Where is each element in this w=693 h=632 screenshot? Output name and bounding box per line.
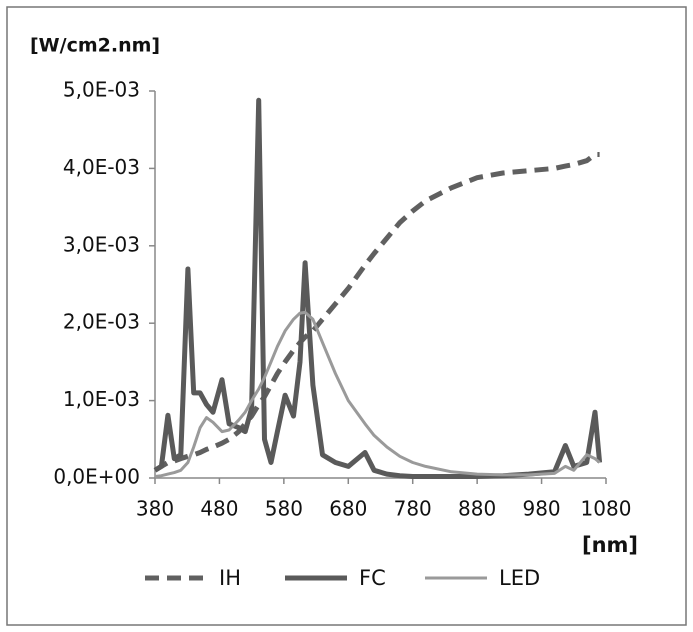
- x-tick-label: 780: [394, 497, 432, 521]
- legend-label: IH: [219, 566, 241, 590]
- x-axis-label: [nm]: [582, 533, 638, 557]
- x-tick-label: 380: [136, 497, 174, 521]
- x-tick-label: 480: [200, 497, 238, 521]
- y-tick-label: 4,0E-03: [63, 155, 140, 179]
- y-tick-label: 0,0E+00: [53, 465, 140, 489]
- x-tick-label: 1080: [581, 497, 632, 521]
- x-tick-label: 880: [458, 497, 496, 521]
- y-tick-label: 3,0E-03: [63, 232, 140, 256]
- series-line: [154, 310, 601, 478]
- y-axis-label: [W/cm2.nm]: [30, 35, 160, 57]
- x-tick-label: 680: [329, 497, 367, 521]
- x-tick-label: 580: [265, 497, 303, 521]
- x-tick-label: 980: [522, 497, 560, 521]
- legend-label: FC: [359, 566, 386, 590]
- y-tick-label: 1,0E-03: [63, 387, 140, 411]
- y-tick-label: 2,0E-03: [63, 310, 140, 334]
- frame: [6, 6, 687, 626]
- legend-label: LED: [499, 566, 540, 590]
- y-tick-label: 5,0E-03: [63, 78, 140, 102]
